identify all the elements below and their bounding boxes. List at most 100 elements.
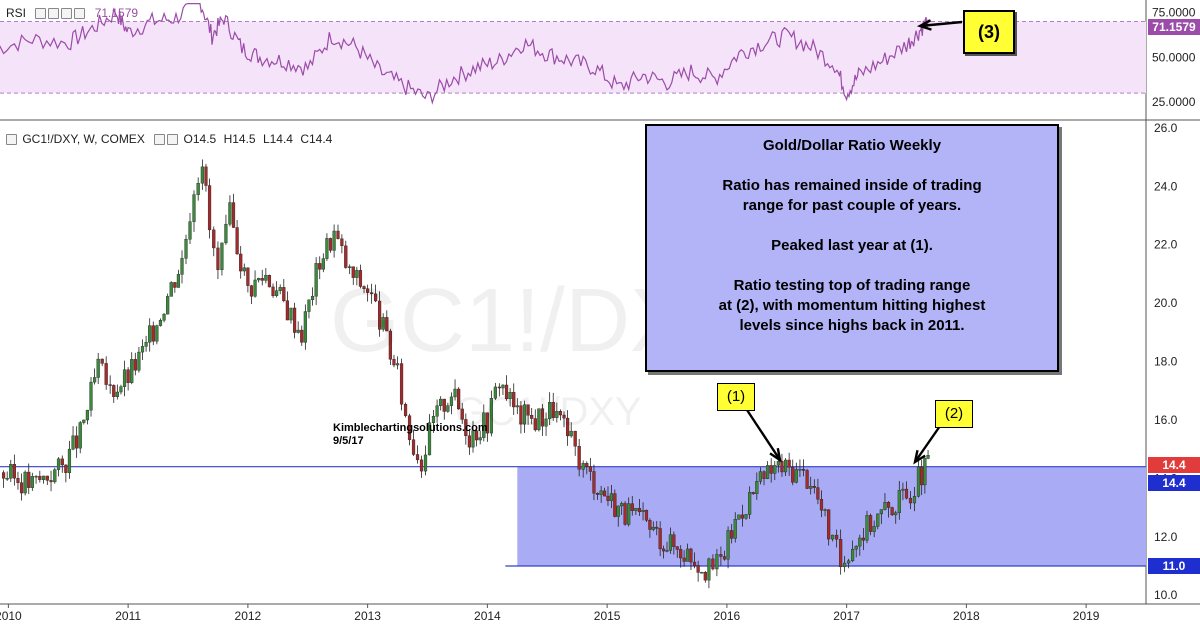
symbol-watermark-small: GC1!/DXY (455, 390, 642, 434)
candle-body (533, 418, 537, 431)
candle-body (12, 464, 16, 479)
candle-body (204, 166, 208, 186)
candle-body (192, 194, 196, 222)
candle-body (239, 253, 243, 272)
candle-body (916, 466, 921, 497)
candle-body (569, 430, 573, 437)
candle-body (644, 510, 649, 521)
candle-body (122, 369, 127, 387)
candle-body (926, 455, 930, 459)
candle-body (740, 514, 745, 519)
candle-body (126, 369, 130, 383)
price-y-tick: 18.0 (1154, 355, 1178, 369)
candle-body (173, 282, 177, 288)
candle-body (419, 459, 424, 472)
candle-body (758, 471, 763, 482)
candle-body (696, 565, 700, 573)
candle-body (630, 503, 634, 511)
candle-body (411, 439, 416, 455)
candle-body (407, 415, 412, 440)
x-tick-label: 2015 (594, 609, 621, 623)
candle-body (196, 183, 200, 195)
more-icon[interactable] (74, 8, 86, 20)
candle-body (537, 408, 541, 431)
candle-body (89, 381, 93, 411)
eye-icon[interactable] (154, 134, 166, 146)
candle-body (34, 475, 38, 478)
candle-body (609, 493, 614, 501)
annotation-line (647, 216, 1057, 236)
candle-body (184, 239, 188, 259)
rsi-y-tick: 25.0000 (1152, 95, 1196, 109)
candle-body (271, 286, 275, 296)
candle-body (823, 509, 827, 511)
candle-body (504, 384, 509, 400)
candle-body (816, 487, 820, 500)
settings-icon[interactable] (48, 8, 60, 20)
candle-body (555, 411, 559, 418)
candle-body (82, 419, 86, 423)
candle-body (722, 556, 727, 560)
candle-body (119, 386, 123, 393)
candle-body (595, 493, 600, 495)
rsi-header: RSI 71.1579 (6, 6, 138, 20)
candle-body (278, 287, 282, 291)
candle-body (235, 227, 239, 255)
candle-body (573, 430, 577, 447)
candle-body (627, 503, 631, 525)
settings-icon[interactable] (167, 134, 179, 146)
candle-body (865, 515, 869, 541)
candle-body (519, 405, 523, 425)
collapse-icon[interactable] (6, 134, 17, 146)
ohlc-open: O14.5 (183, 132, 217, 146)
candle-body (242, 267, 246, 272)
x-tick-label: 2016 (714, 609, 741, 623)
candle-body (246, 267, 250, 286)
x-tick-label: 2017 (833, 609, 860, 623)
candle-body (144, 341, 148, 347)
candle-body (45, 475, 49, 481)
rsi-line (0, 2, 929, 105)
candle-body (512, 392, 516, 408)
x-tick-label: 2019 (1073, 609, 1100, 623)
candle-body (100, 358, 104, 364)
annotation-line: Gold/Dollar Ratio Weekly (762, 137, 942, 154)
x-tick-label: 2012 (235, 609, 262, 623)
candle-body (296, 329, 300, 333)
candle-body (711, 558, 715, 570)
candle-body (700, 572, 704, 574)
candle-body (827, 509, 831, 540)
candle-body (431, 415, 436, 423)
candle-body (540, 408, 545, 427)
candle-body (805, 470, 809, 489)
candle-body (812, 485, 816, 488)
candle-body (388, 330, 392, 360)
candle-body (637, 508, 642, 513)
candle-body (851, 548, 855, 562)
price-y-tick: 24.0 (1154, 179, 1178, 193)
annotation-line: range for past couple of years. (742, 197, 962, 214)
candle-body (665, 550, 669, 552)
candle-body (64, 464, 68, 473)
candle-body (577, 445, 581, 470)
candle-body (285, 300, 289, 321)
marker-2: (2) (935, 400, 973, 428)
candle-body (166, 296, 170, 315)
eye-icon[interactable] (35, 8, 47, 20)
candle-body (38, 475, 42, 480)
candle-body (23, 471, 27, 494)
candle-body (475, 430, 479, 441)
candle-body (158, 319, 163, 326)
close-icon[interactable] (61, 8, 73, 20)
range-top-tag: 14.4 (1148, 474, 1200, 491)
candle-body (325, 238, 329, 259)
candle-body (592, 471, 596, 494)
candle-body (651, 526, 655, 530)
candle-body (93, 377, 97, 383)
candle-body (435, 405, 439, 417)
candle-body (336, 230, 340, 239)
candle-body (5, 477, 9, 480)
candle-body (30, 476, 34, 488)
candle-body (839, 539, 843, 568)
